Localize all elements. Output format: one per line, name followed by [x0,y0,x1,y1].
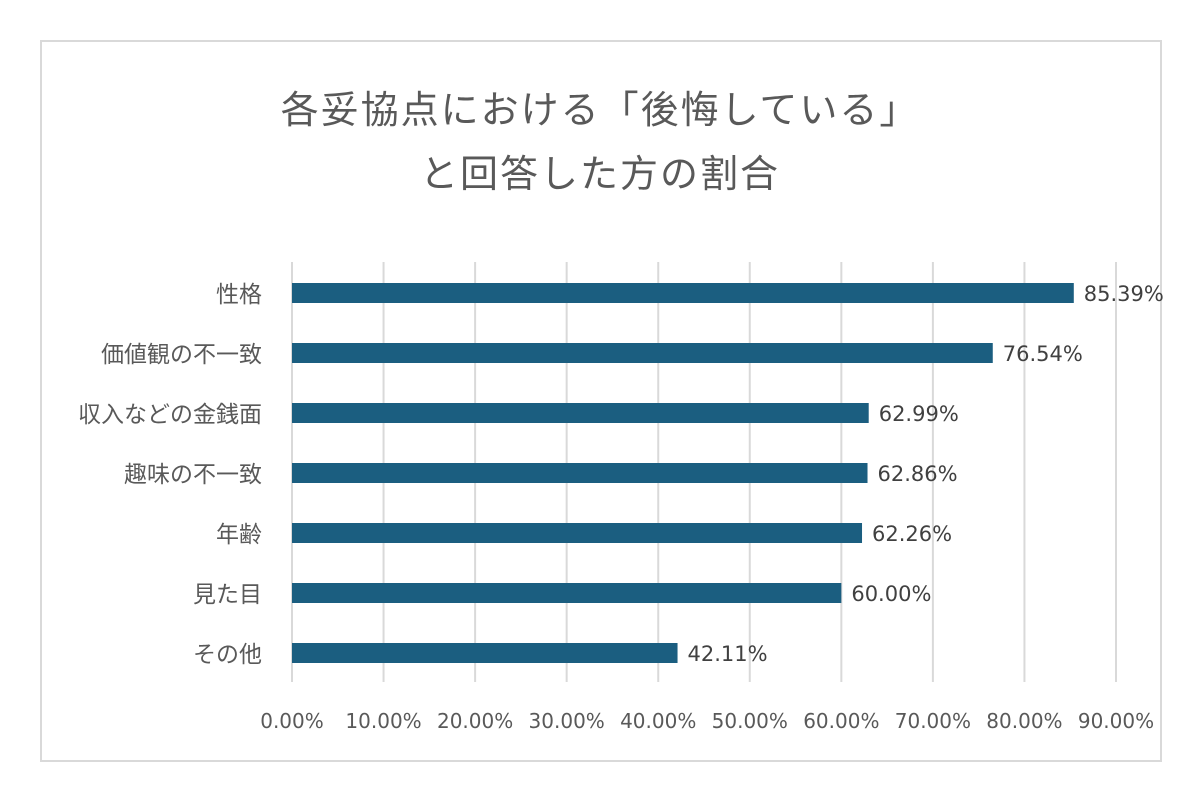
chart-title: 各妥協点における「後悔している」 と回答した方の割合 [0,80,1200,208]
x-tick-label: 10.00% [345,709,421,733]
x-tick-label: 70.00% [895,709,971,733]
chart-title-line-1: 各妥協点における「後悔している」 [280,88,920,132]
category-label: 見た目 [193,582,262,608]
x-tick-label: 20.00% [437,709,513,733]
data-label: 60.00% [851,582,931,606]
x-tick-label: 0.00% [260,709,324,733]
category-label: 収入などの金銭面 [78,402,262,428]
bar [292,463,868,483]
bar [292,523,863,543]
category-label: 年齢 [216,522,262,548]
x-tick-label: 40.00% [620,709,696,733]
x-tick-label: 60.00% [803,709,879,733]
x-tick-label: 50.00% [712,709,788,733]
category-label: 趣味の不一致 [124,462,262,488]
chart-title-line-2: と回答した方の割合 [419,152,780,196]
bar [292,403,869,423]
category-label: その他 [193,642,262,668]
data-label: 85.39% [1084,282,1164,306]
x-tick-label: 90.00% [1078,709,1154,733]
data-label: 76.54% [1003,342,1083,366]
data-label: 42.11% [688,642,768,666]
data-label: 62.99% [879,402,959,426]
bar [292,643,678,663]
bar [292,583,842,603]
bar [292,283,1074,303]
x-tick-label: 30.00% [529,709,605,733]
category-label: 価値観の不一致 [101,342,262,368]
bar [292,343,993,363]
category-label: 性格 [216,282,262,308]
data-label: 62.26% [872,522,952,546]
chart-area [40,40,1162,762]
x-tick-label: 80.00% [986,709,1062,733]
data-label: 62.86% [878,462,958,486]
